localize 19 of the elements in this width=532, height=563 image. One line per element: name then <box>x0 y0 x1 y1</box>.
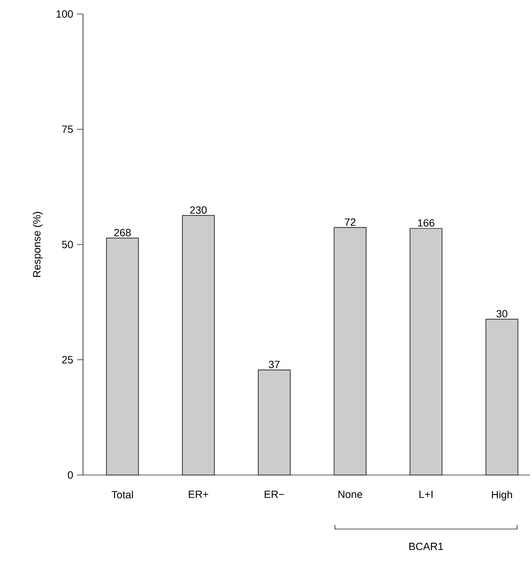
y-tick-label: 25 <box>62 356 73 364</box>
y-tick-label: 0 <box>68 471 73 479</box>
annotation: 30 <box>496 310 508 318</box>
y-tick-label: 100 <box>56 10 73 18</box>
text: BCAR1 <box>409 542 443 550</box>
y-tick-label: 50 <box>62 240 73 248</box>
annotation: 37 <box>268 360 280 368</box>
x-tick-label: ER+ <box>188 490 208 498</box>
x-tick-label: L+I <box>419 490 432 498</box>
annotation: 268 <box>114 228 131 236</box>
y-tick-label: 75 <box>62 126 73 133</box>
annotation: 166 <box>418 219 434 227</box>
x-tick-label: High <box>492 490 512 500</box>
y-axis-title: Response (%) <box>32 212 43 277</box>
x-tick-label: Total <box>112 490 133 498</box>
x-tick-label: ER− <box>264 490 284 498</box>
annotation: 230 <box>190 206 207 214</box>
annotation: 72 <box>344 218 356 226</box>
x-tick-label: None <box>338 490 362 498</box>
